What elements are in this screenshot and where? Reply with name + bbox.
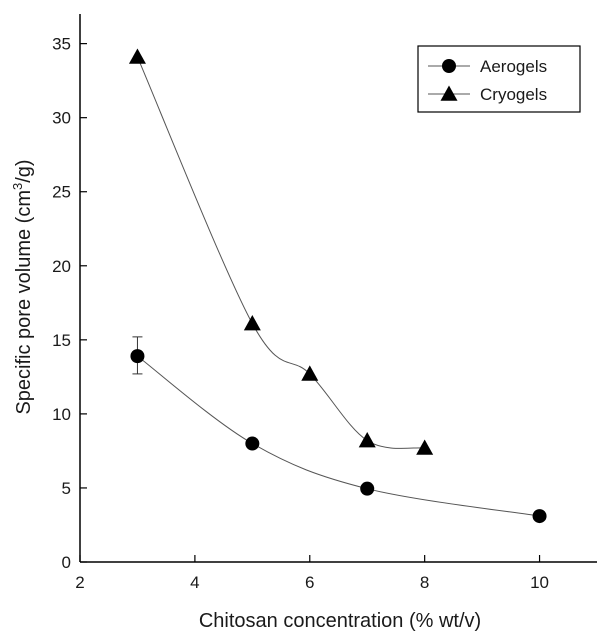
legend-cryogels-label: Cryogels <box>480 85 547 104</box>
y-tick-label: 25 <box>52 183 71 202</box>
x-tick-label: 6 <box>305 573 314 592</box>
x-tick-label: 2 <box>75 573 84 592</box>
cryogels-data-point <box>128 48 146 64</box>
axes <box>79 14 597 563</box>
y-tick-label: 0 <box>62 553 71 572</box>
fit-curves <box>136 56 540 517</box>
y-tick-label: 5 <box>62 479 71 498</box>
data-markers <box>128 48 547 524</box>
x-tick-label: 10 <box>530 573 549 592</box>
y-tick-label: 35 <box>52 35 71 54</box>
y-axis-title: Specific pore volume (cm3/g) <box>10 159 35 414</box>
aerogels-data-point <box>360 481 375 496</box>
y-tick-label: 30 <box>52 109 71 128</box>
cryogels-data-point <box>301 365 319 381</box>
y-tick-label: 20 <box>52 257 71 276</box>
ticks: 2 4 6 8 10 0 5 10 15 20 25 30 35 <box>52 35 549 592</box>
y-tick-label: 10 <box>52 405 71 424</box>
x-axis-title: Chitosan concentration (% wt/v) <box>199 610 481 632</box>
legend-box <box>417 45 581 113</box>
aerogels-fit-line <box>137 355 540 517</box>
legend-cryogels-marker <box>440 85 458 101</box>
cryogels-data-point <box>358 432 376 448</box>
cryogels-fit-line <box>136 56 425 449</box>
legend-aerogels-label: Aerogels <box>480 57 547 76</box>
x-tick-label: 8 <box>420 573 429 592</box>
legend-aerogels-marker <box>442 59 456 73</box>
y-tick-label: 15 <box>52 331 71 350</box>
aerogels-data-point <box>245 436 260 451</box>
legend: Aerogels Cryogels <box>417 45 581 113</box>
aerogels-data-point <box>130 349 145 364</box>
aerogels-data-point <box>532 509 547 524</box>
cryogels-data-point <box>243 315 261 331</box>
x-tick-label: 4 <box>190 573 199 592</box>
cryogels-data-point <box>416 439 434 455</box>
